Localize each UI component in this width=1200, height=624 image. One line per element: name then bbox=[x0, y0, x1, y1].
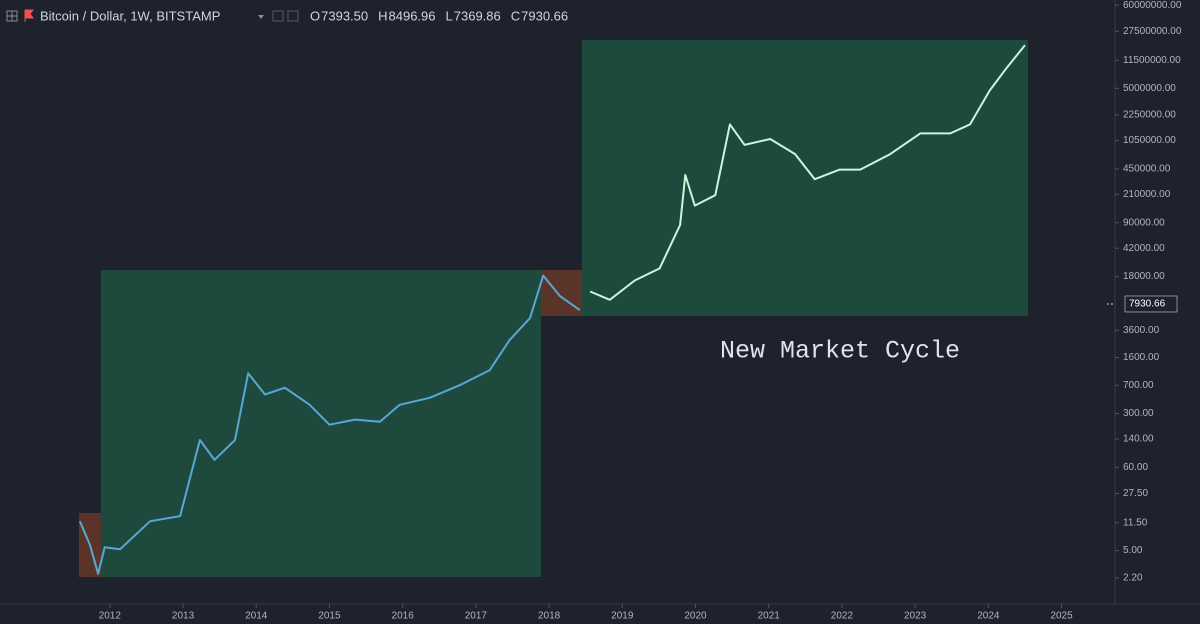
y-tick-label: 450000.00 bbox=[1123, 164, 1171, 175]
x-tick-label: 2013 bbox=[172, 611, 195, 622]
annotation: New Market Cycle bbox=[720, 337, 960, 366]
y-tick-label: 1600.00 bbox=[1123, 352, 1160, 363]
y-tick-label: 27500000.00 bbox=[1123, 26, 1182, 37]
ohlc-value: 7930.66 bbox=[521, 8, 568, 23]
settings-icon[interactable] bbox=[272, 10, 284, 22]
last-price-label: 7930.66 bbox=[1129, 299, 1166, 310]
y-tick-label: 27.50 bbox=[1123, 488, 1148, 499]
settings-icon[interactable] bbox=[287, 10, 299, 22]
y-tick-label: 11.50 bbox=[1123, 517, 1148, 528]
y-tick-label: 42000.00 bbox=[1123, 243, 1165, 254]
x-tick-label: 2019 bbox=[611, 611, 634, 622]
y-tick-label: 11500000.00 bbox=[1123, 55, 1181, 66]
ohlc-key: C bbox=[511, 8, 520, 23]
price-line bbox=[589, 44, 1026, 301]
y-tick-label: 2.20 bbox=[1123, 573, 1143, 584]
x-tick-label: 2020 bbox=[684, 611, 707, 622]
x-tick-label: 2014 bbox=[245, 611, 268, 622]
y-tick-label: 5000000.00 bbox=[1123, 83, 1176, 94]
ohlc-value: 7393.50 bbox=[321, 8, 368, 23]
y-tick-label: 3600.00 bbox=[1123, 325, 1160, 336]
x-tick-label: 2022 bbox=[831, 611, 854, 622]
y-tick-label: 18000.00 bbox=[1123, 271, 1165, 282]
symbol[interactable]: Bitcoin / Dollar, 1W, BITSTAMP bbox=[40, 8, 220, 23]
x-tick-label: 2025 bbox=[1050, 611, 1073, 622]
range-box bbox=[101, 270, 541, 577]
y-tick-label: 1050000.00 bbox=[1123, 135, 1176, 146]
y-tick-label: 5.00 bbox=[1123, 545, 1143, 556]
ohlc-value: 7369.86 bbox=[454, 8, 501, 23]
x-tick-label: 2015 bbox=[318, 611, 341, 622]
y-tick-label: 60000000.00 bbox=[1123, 0, 1182, 11]
x-tick-label: 2016 bbox=[392, 611, 415, 622]
x-tick-label: 2021 bbox=[758, 611, 781, 622]
x-tick-label: 2012 bbox=[99, 611, 122, 622]
ohlc-value: 8496.96 bbox=[389, 8, 436, 23]
ohlc-key: H bbox=[378, 8, 387, 23]
last-price-tag bbox=[1124, 295, 1178, 313]
x-tick-label: 2023 bbox=[904, 611, 927, 622]
header: Bitcoin / Dollar, 1W, BITSTAMP bbox=[6, 8, 299, 23]
price-line bbox=[78, 274, 581, 575]
dropdown-icon[interactable] bbox=[258, 15, 264, 19]
x-tick-label: 2017 bbox=[465, 611, 488, 622]
range-boxes bbox=[79, 40, 1028, 577]
y-tick-label: 300.00 bbox=[1123, 408, 1154, 419]
range-box bbox=[541, 270, 582, 316]
y-tick-label: 60.00 bbox=[1123, 462, 1148, 473]
ohlc-key: L bbox=[446, 8, 453, 23]
flag-icon bbox=[24, 9, 34, 22]
ohlc-key: O bbox=[310, 8, 320, 23]
y-tick-label: 210000.00 bbox=[1123, 189, 1171, 200]
y-tick-label: 140.00 bbox=[1123, 434, 1154, 445]
x-tick-label: 2018 bbox=[538, 611, 561, 622]
y-tick-label: 700.00 bbox=[1123, 380, 1154, 391]
x-tick-label: 2024 bbox=[977, 611, 1000, 622]
expand-icon bbox=[7, 11, 17, 21]
y-tick-label: 2250000.00 bbox=[1123, 110, 1176, 121]
y-tick-label: 90000.00 bbox=[1123, 217, 1165, 228]
